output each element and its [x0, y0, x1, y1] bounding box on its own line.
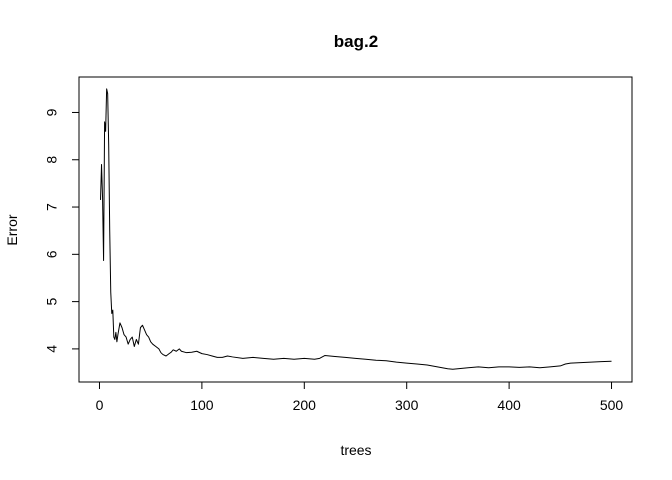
- x-tick-label: 400: [497, 397, 521, 413]
- y-axis-label: Error: [4, 214, 20, 245]
- x-tick-label: 500: [600, 397, 624, 413]
- plot-frame: [78, 76, 633, 383]
- x-tick-label: 300: [395, 397, 419, 413]
- x-axis-label: trees: [340, 442, 371, 458]
- x-tick-label: 100: [190, 397, 214, 413]
- error-series-line: [100, 88, 612, 370]
- y-axis: 4 5 6 7 8 9: [44, 108, 80, 353]
- chart-title: bag.2: [334, 32, 378, 51]
- y-tick-label: 5: [44, 298, 60, 306]
- x-axis: 0 100 200 300 400 500: [96, 381, 624, 413]
- y-tick-label: 8: [44, 156, 60, 164]
- y-tick-label: 7: [44, 203, 60, 211]
- y-tick-label: 6: [44, 250, 60, 258]
- y-tick-label: 9: [44, 108, 60, 116]
- y-tick-label: 4: [44, 345, 60, 353]
- x-tick-label: 0: [96, 397, 104, 413]
- x-tick-label: 200: [293, 397, 317, 413]
